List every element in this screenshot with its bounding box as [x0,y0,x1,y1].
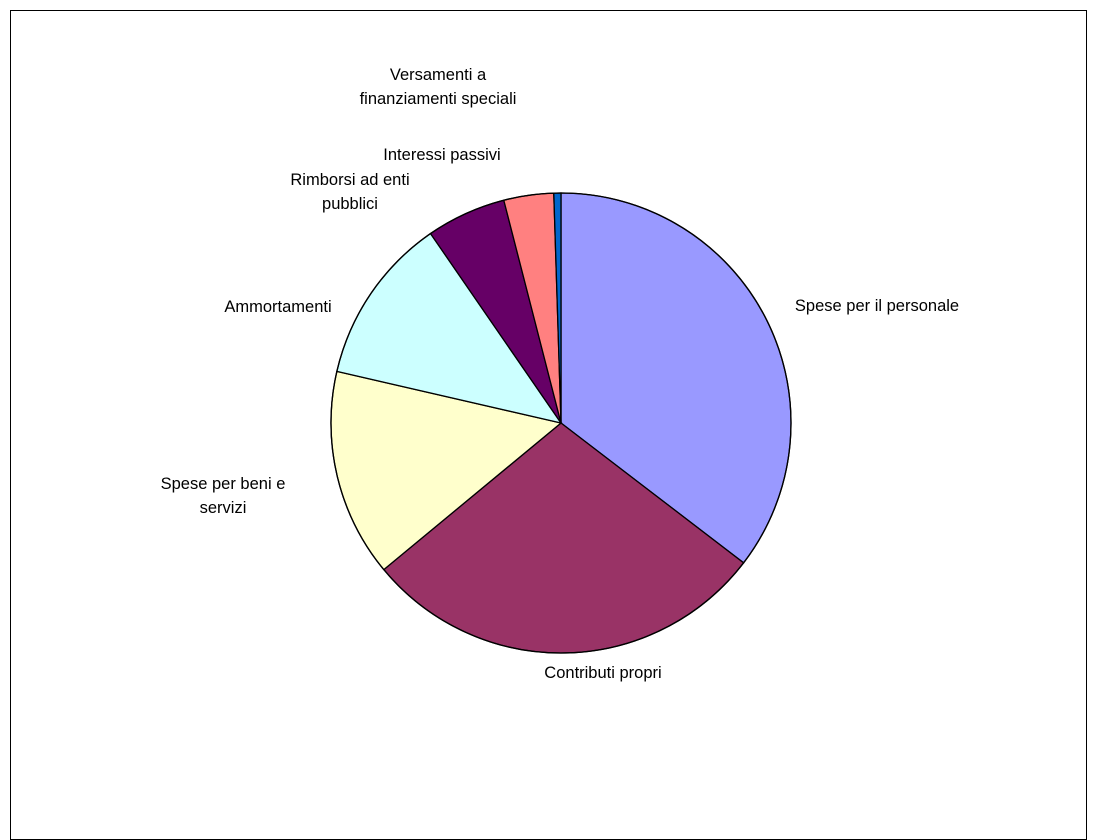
label-versamenti-a-finanziamenti-speciali: Versamenti a finanziamenti speciali [360,66,517,108]
pie-slices [330,192,792,654]
pie-outline [330,192,792,654]
label-spese-per-beni-e-servizi: Spese per beni e servizi [161,475,286,517]
pie-labels: Spese per il personale Contributi propri S… [161,66,959,682]
label-spese-per-il-personale: Spese per il personale [795,297,959,315]
label-rimborsi-ad-enti-pubblici: Rimborsi ad enti pubblici [290,171,409,213]
label-interessi-passivi: Interessi passivi [383,146,500,164]
label-contributi-propri: Contributi propri [544,664,661,682]
label-ammortamenti: Ammortamenti [224,298,331,316]
pie-chart: Spese per il personale Contributi propri S… [161,66,959,682]
